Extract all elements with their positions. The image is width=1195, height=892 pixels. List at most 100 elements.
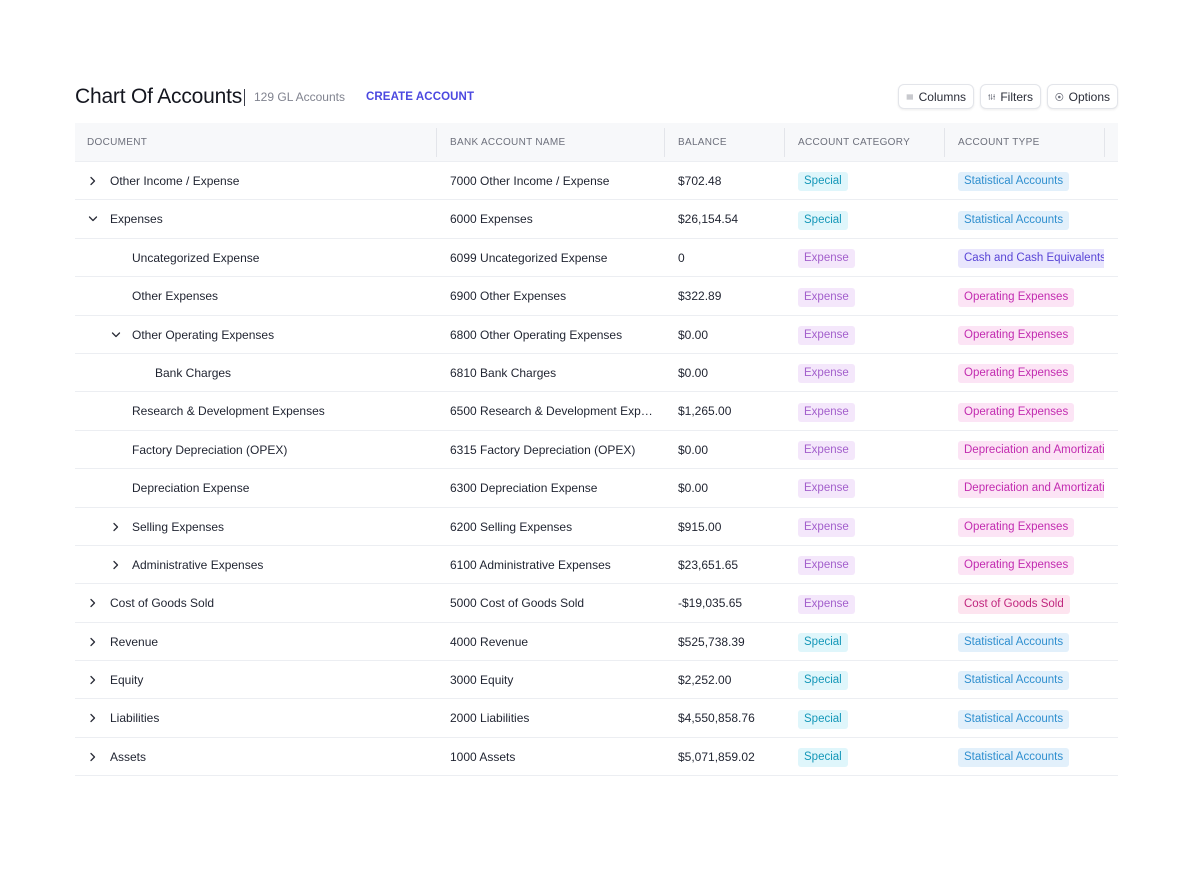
table-row[interactable]: Selling Expenses 6200 Selling Expenses $91…: [75, 508, 1118, 546]
document-cell: Administrative Expenses: [75, 546, 435, 584]
category-badge: Expense: [798, 364, 855, 384]
bank-account-name-cell: 6800 Other Operating Expenses: [450, 327, 623, 342]
account-type-badge: Statistical Accounts: [958, 671, 1070, 691]
account-category-cell: Expense: [798, 392, 938, 430]
table-row[interactable]: Other Expenses 6900 Other Expenses $322.89…: [75, 277, 1118, 316]
document-name: Equity: [110, 673, 144, 688]
column-header-document[interactable]: DOCUMENT: [87, 137, 148, 148]
document-cell: Selling Expenses: [75, 508, 435, 546]
table-row[interactable]: Administrative Expenses 6100 Administrati…: [75, 546, 1118, 585]
column-divider[interactable]: [664, 128, 665, 157]
account-type-cell: Depreciation and Amortizati: [958, 431, 1104, 469]
account-type-badge: Depreciation and Amortizati: [958, 441, 1104, 461]
chevron-down-icon[interactable]: [88, 214, 98, 224]
account-type-badge: Operating Expenses: [958, 364, 1075, 384]
table-row[interactable]: Other Income / Expense 7000 Other Income …: [75, 162, 1118, 201]
document-name: Other Income / Expense: [110, 174, 240, 188]
table-row[interactable]: Expenses 6000 Expenses $26,154.54 Special St…: [75, 200, 1118, 239]
document-name: Research & Development Expenses: [132, 404, 325, 419]
table-row[interactable]: Uncategorized Expense 6099 Uncategorized …: [75, 239, 1118, 278]
account-category-cell: Expense: [798, 546, 938, 584]
table-row[interactable]: Factory Depreciation (OPEX) 6315 Factory …: [75, 431, 1118, 470]
table-row[interactable]: Equity 3000 Equity $2,252.00 Special Statist…: [75, 661, 1118, 700]
chevron-right-icon[interactable]: [111, 522, 121, 532]
category-badge: Expense: [798, 517, 855, 537]
category-badge: Special: [798, 748, 848, 768]
document-cell: Bank Charges: [75, 354, 435, 392]
balance-cell: $525,738.39: [678, 634, 745, 649]
document-name: Depreciation Expense: [132, 481, 250, 496]
account-category-cell: Expense: [798, 508, 938, 546]
balance-cell: $26,154.54: [678, 212, 739, 227]
create-account-button[interactable]: CREATE ACCOUNT: [366, 91, 475, 103]
chevron-right-icon[interactable]: [88, 637, 98, 647]
table-row[interactable]: Research & Development Expenses 6500 Rese…: [75, 392, 1118, 431]
balance-cell: -$19,035.65: [678, 596, 743, 611]
table-row[interactable]: Cost of Goods Sold 5000 Cost of Goods Sol…: [75, 584, 1118, 623]
account-type-cell: Statistical Accounts: [958, 738, 1104, 776]
page-title: Chart Of Accounts: [75, 85, 243, 108]
account-category-cell: Expense: [798, 239, 938, 277]
document-cell: Revenue: [75, 623, 435, 661]
account-type-badge: Operating Expenses: [958, 287, 1075, 307]
table-row[interactable]: Liabilities 2000 Liabilities $4,550,858.76…: [75, 699, 1118, 738]
document-cell: Other Income / Expense: [75, 162, 435, 200]
bank-account-name-cell: 6100 Administrative Expenses: [450, 557, 611, 572]
account-type-cell: Depreciation and Amortizati: [958, 469, 1104, 507]
account-type-badge: Operating Expenses: [958, 517, 1075, 537]
column-header-account-type[interactable]: ACCOUNT TYPE: [958, 137, 1040, 148]
category-badge: Special: [798, 709, 848, 729]
document-name: Assets: [110, 749, 147, 764]
balance-cell: $0.00: [678, 442, 709, 457]
filters-button-label: Filters: [1000, 89, 1033, 104]
table-row[interactable]: Other Operating Expenses 6800 Other Opera…: [75, 316, 1118, 354]
document-name: Revenue: [110, 634, 159, 649]
column-header-bank-account-name[interactable]: BANK ACCOUNT NAME: [450, 137, 566, 148]
bank-account-name-cell: 4000 Revenue: [450, 634, 529, 649]
category-badge: Special: [798, 210, 848, 230]
column-divider[interactable]: [944, 128, 945, 157]
bank-account-name-cell: 6810 Bank Charges: [450, 365, 557, 380]
chevron-right-icon[interactable]: [88, 675, 98, 685]
chevron-right-icon[interactable]: [88, 176, 98, 186]
account-type-badge: Statistical Accounts: [958, 210, 1070, 230]
document-cell: Uncategorized Expense: [75, 239, 435, 277]
circle-dot-icon: [1055, 92, 1064, 101]
column-divider[interactable]: [784, 128, 785, 157]
chevron-down-icon[interactable]: [111, 330, 121, 340]
chevron-right-icon[interactable]: [88, 598, 98, 608]
account-count: 129 GL Accounts: [254, 90, 345, 104]
document-cell: Depreciation Expense: [75, 469, 435, 507]
chevron-right-icon[interactable]: [111, 560, 121, 570]
document-name: Bank Charges: [155, 365, 232, 380]
columns-button[interactable]: Columns: [898, 84, 974, 109]
page-header: Chart Of Accounts 129 GL Accounts CREATE…: [75, 84, 1118, 110]
chevron-right-icon[interactable]: [88, 752, 98, 762]
filters-button[interactable]: Filters: [980, 84, 1041, 109]
table-row[interactable]: Revenue 4000 Revenue $525,738.39 Special Sta…: [75, 623, 1118, 662]
category-badge: Expense: [798, 479, 855, 499]
account-type-cell: Cost of Goods Sold: [958, 584, 1104, 622]
account-type-badge: Operating Expenses: [958, 402, 1075, 422]
column-divider[interactable]: [1104, 128, 1105, 157]
category-badge: Expense: [798, 287, 855, 307]
document-cell: Factory Depreciation (OPEX): [75, 431, 435, 469]
bank-account-name-cell: 6300 Depreciation Expense: [450, 481, 598, 496]
column-header-account-category[interactable]: ACCOUNT CATEGORY: [798, 137, 911, 148]
account-type-cell: Statistical Accounts: [958, 162, 1104, 200]
chevron-right-icon[interactable]: [88, 713, 98, 723]
category-badge: Special: [798, 633, 848, 653]
column-header-balance[interactable]: BALANCE: [678, 137, 727, 148]
account-category-cell: Expense: [798, 431, 938, 469]
account-type-badge: Cost of Goods Sold: [958, 594, 1070, 614]
document-cell: Research & Development Expenses: [75, 392, 435, 430]
options-button[interactable]: Options: [1047, 84, 1118, 109]
account-type-cell: Statistical Accounts: [958, 661, 1104, 699]
table-row[interactable]: Depreciation Expense 6300 Depreciation Ex…: [75, 469, 1118, 508]
account-category-cell: Expense: [798, 584, 938, 622]
column-divider[interactable]: [436, 128, 437, 157]
account-type-cell: Statistical Accounts: [958, 200, 1104, 238]
table-row[interactable]: Assets 1000 Assets $5,071,859.02 Special Sta…: [75, 738, 1118, 777]
account-category-cell: Special: [798, 162, 938, 200]
table-row[interactable]: Bank Charges 6810 Bank Charges $0.00 Expens…: [75, 354, 1118, 393]
